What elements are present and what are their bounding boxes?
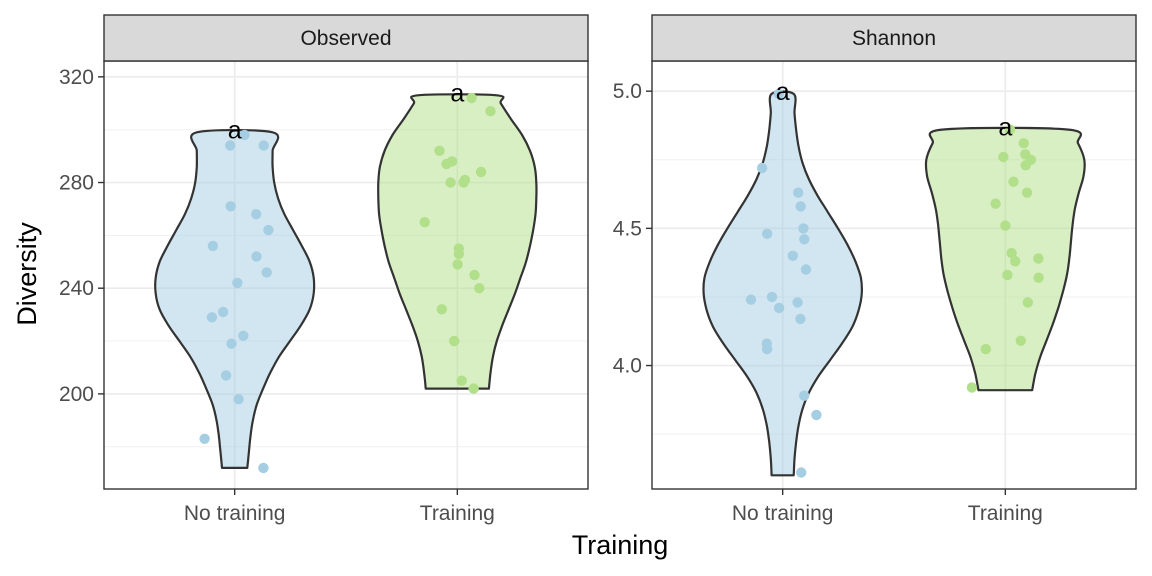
data-point [1020,149,1031,160]
data-point [225,140,236,151]
data-point [436,304,447,315]
data-point [220,370,232,381]
y-tick-label: 280 [59,172,94,195]
facet-strip [103,14,589,62]
data-point [251,251,262,262]
facet-strip-label: Shannon [852,27,936,50]
data-point [466,92,477,104]
facet-strip-label: Observed [300,27,391,50]
data-point [453,243,464,254]
data-point [800,264,812,275]
data-point [263,224,274,236]
data-point [811,409,822,421]
facet-panels: a a Observed 200 240 280 320 No training Trainin… [59,14,1137,525]
data-point [1021,187,1033,198]
data-point [258,140,269,151]
data-point [1015,335,1026,346]
data-point [990,198,1001,209]
data-point [798,223,809,234]
data-point [1006,247,1017,259]
data-point [1033,253,1044,264]
data-point [795,201,806,212]
significance-label: a [450,79,464,107]
significance-label: a [228,116,242,144]
data-point [475,166,487,178]
data-point [239,129,250,141]
y-tick-label: 4.0 [613,355,642,378]
x-axis-title: Training [572,530,669,560]
data-point [258,462,269,474]
data-point [217,306,229,318]
data-point [468,383,479,394]
data-point [261,267,272,278]
y-axis-title: Diversity [12,222,42,326]
y-tick-label: 5.0 [613,80,642,103]
data-point [773,302,785,314]
data-point [199,433,210,444]
violin-training [924,126,1086,392]
data-point [226,338,237,349]
data-point [232,277,243,289]
y-tick-label: 4.5 [613,217,642,240]
violin-training [377,93,538,390]
data-point [787,250,798,261]
data-point [998,151,1009,163]
data-point [796,467,807,478]
panel-shannon: a a Shannon 4.0 4.5 5.0 No training Training [613,14,1137,525]
data-point [966,382,978,393]
significance-label: a [998,114,1012,142]
data-point [761,338,772,349]
data-point [793,187,804,198]
data-point [1004,124,1016,135]
data-point [1022,297,1033,308]
data-point [1008,176,1019,187]
data-point [445,177,456,188]
data-point [469,269,480,281]
x-tick-label: No training [184,502,286,525]
data-point [452,259,463,270]
data-point [474,283,485,294]
data-point [434,145,445,156]
y-tick-label: 320 [59,66,94,89]
violin-no-training [154,128,316,469]
data-point [766,291,778,303]
y-tick-label: 200 [59,383,94,406]
data-point [446,156,458,167]
data-point [233,394,244,405]
data-point [795,313,806,325]
data-point [773,88,784,100]
panel-observed: a a Observed 200 240 280 320 No training Trainin… [59,14,589,525]
x-tick-label: Training [968,502,1043,525]
data-point [756,162,768,174]
data-point [206,312,218,323]
data-point [485,106,496,117]
data-point [1033,272,1044,283]
facet-strip [651,14,1137,62]
data-point [1010,256,1021,267]
data-point [251,209,262,220]
data-point [799,390,810,401]
data-point [745,294,757,305]
data-point [456,375,467,386]
data-point [449,335,460,347]
data-point [1000,220,1011,231]
data-point [799,234,810,245]
x-tick-label: No training [732,502,834,525]
data-point [238,330,249,341]
data-point [225,201,236,212]
data-point [419,217,430,228]
significance-label: a [776,78,790,106]
data-point [1018,138,1029,149]
data-point [1002,269,1013,281]
data-point [762,228,773,239]
y-tick-label: 240 [59,277,94,300]
data-point [207,240,219,252]
data-point [792,297,803,308]
x-tick-label: Training [420,502,495,525]
data-point [980,343,991,355]
data-point [459,174,471,186]
